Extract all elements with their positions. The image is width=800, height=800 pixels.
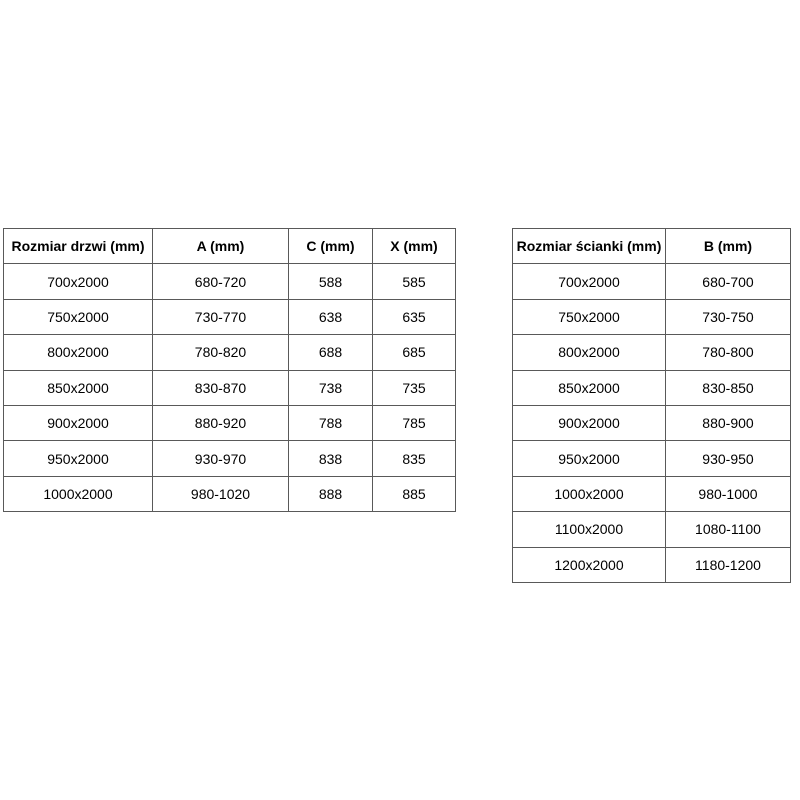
- cell-wall-size: 750x2000: [512, 298, 666, 336]
- cell-x-value: 835: [372, 440, 456, 477]
- cell-wall-size: 1000x2000: [512, 475, 666, 513]
- cell-door-size: 950x2000: [3, 440, 153, 477]
- table-row: 950x2000 930-950: [512, 440, 791, 477]
- cell-door-size: 850x2000: [3, 369, 153, 406]
- table-row: 750x2000 730-750: [512, 298, 791, 336]
- cell-door-size: 750x2000: [3, 298, 153, 336]
- cell-door-size: 1000x2000: [3, 475, 153, 513]
- table-row: 1000x2000 980-1000: [512, 475, 791, 513]
- cell-x-value: 585: [372, 263, 456, 300]
- table-row: 900x2000 880-900: [512, 404, 791, 442]
- cell-b-value: 880-900: [665, 404, 791, 442]
- cell-a-value: 680-720: [152, 263, 289, 300]
- cell-x-value: 785: [372, 404, 456, 442]
- cell-a-value: 730-770: [152, 298, 289, 336]
- wall-header-b-mm: B (mm): [665, 227, 791, 265]
- cell-c-value: 688: [288, 334, 373, 371]
- doors-size-table: Rozmiar drzwi (mm) A (mm) C (mm) X (mm) …: [3, 227, 456, 513]
- cell-wall-size: 1200x2000: [512, 546, 666, 583]
- table-row: 1000x2000 980-1020 888 885: [3, 475, 456, 513]
- cell-door-size: 800x2000: [3, 334, 153, 371]
- cell-wall-size: 1100x2000: [512, 511, 666, 548]
- table-row: 850x2000 830-870 738 735: [3, 369, 456, 406]
- doors-header-a-mm: A (mm): [152, 227, 289, 265]
- wall-header-rozmiar-scianki: Rozmiar ścianki (mm): [512, 227, 666, 265]
- table-row: 800x2000 780-820 688 685: [3, 334, 456, 371]
- cell-wall-size: 900x2000: [512, 404, 666, 442]
- cell-b-value: 780-800: [665, 334, 791, 371]
- cell-b-value: 930-950: [665, 440, 791, 477]
- cell-x-value: 735: [372, 369, 456, 406]
- table-row: 700x2000 680-700: [512, 263, 791, 300]
- table-row: 1200x2000 1180-1200: [512, 546, 791, 583]
- cell-c-value: 738: [288, 369, 373, 406]
- doors-table-header-row: Rozmiar drzwi (mm) A (mm) C (mm) X (mm): [3, 227, 456, 265]
- cell-a-value: 780-820: [152, 334, 289, 371]
- cell-c-value: 638: [288, 298, 373, 336]
- table-row: 950x2000 930-970 838 835: [3, 440, 456, 477]
- cell-c-value: 838: [288, 440, 373, 477]
- table-row: 800x2000 780-800: [512, 334, 791, 371]
- cell-c-value: 588: [288, 263, 373, 300]
- doors-header-rozmiar-drzwi: Rozmiar drzwi (mm): [3, 227, 153, 265]
- cell-wall-size: 850x2000: [512, 369, 666, 406]
- cell-b-value: 680-700: [665, 263, 791, 300]
- cell-b-value: 980-1000: [665, 475, 791, 513]
- cell-x-value: 635: [372, 298, 456, 336]
- cell-wall-size: 800x2000: [512, 334, 666, 371]
- wall-size-table: Rozmiar ścianki (mm) B (mm) 700x2000 680…: [512, 227, 791, 583]
- wall-table-header-row: Rozmiar ścianki (mm) B (mm): [512, 227, 791, 265]
- table-row: 750x2000 730-770 638 635: [3, 298, 456, 336]
- cell-a-value: 930-970: [152, 440, 289, 477]
- cell-a-value: 830-870: [152, 369, 289, 406]
- cell-wall-size: 700x2000: [512, 263, 666, 300]
- cell-door-size: 700x2000: [3, 263, 153, 300]
- table-row: 900x2000 880-920 788 785: [3, 404, 456, 442]
- cell-b-value: 1080-1100: [665, 511, 791, 548]
- cell-x-value: 685: [372, 334, 456, 371]
- cell-c-value: 888: [288, 475, 373, 513]
- table-row: 850x2000 830-850: [512, 369, 791, 406]
- cell-wall-size: 950x2000: [512, 440, 666, 477]
- table-row: 1100x2000 1080-1100: [512, 511, 791, 548]
- cell-b-value: 1180-1200: [665, 546, 791, 583]
- cell-a-value: 880-920: [152, 404, 289, 442]
- table-row: 700x2000 680-720 588 585: [3, 263, 456, 300]
- cell-b-value: 730-750: [665, 298, 791, 336]
- cell-door-size: 900x2000: [3, 404, 153, 442]
- cell-c-value: 788: [288, 404, 373, 442]
- cell-x-value: 885: [372, 475, 456, 513]
- doors-header-x-mm: X (mm): [372, 227, 456, 265]
- doors-header-c-mm: C (mm): [288, 227, 373, 265]
- cell-a-value: 980-1020: [152, 475, 289, 513]
- cell-b-value: 830-850: [665, 369, 791, 406]
